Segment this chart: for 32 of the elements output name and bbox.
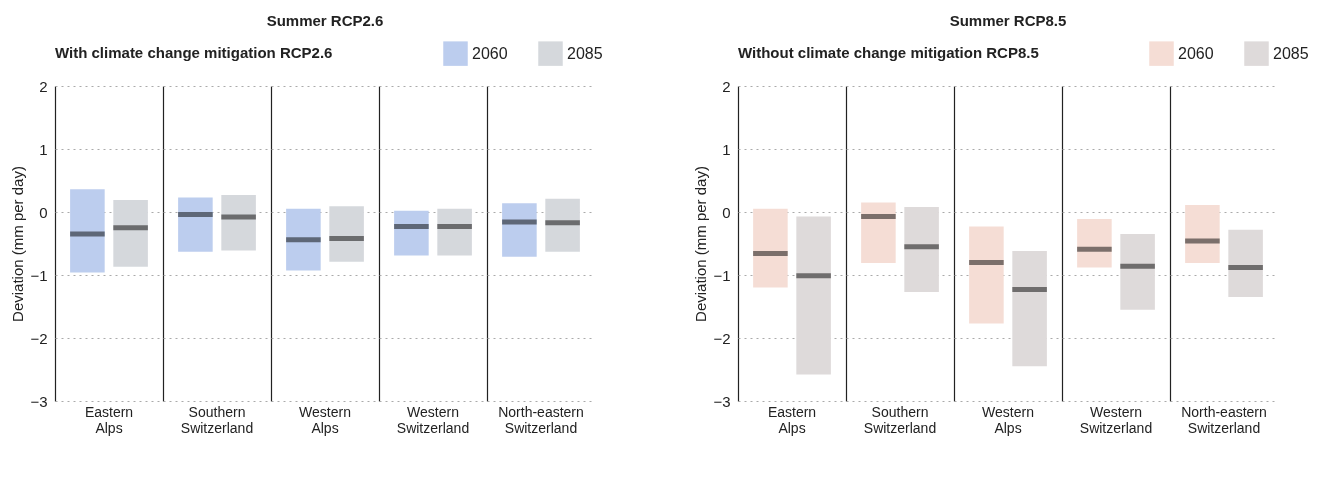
y-tick-label: −3	[713, 392, 731, 410]
x-tick-label: Southern Switzerland	[863, 403, 937, 436]
legend-label: 2060	[472, 44, 508, 62]
y-tick-label: 1	[39, 140, 48, 158]
chart-title: Summer RCP2.6	[266, 12, 384, 29]
legend-label: 2085	[567, 44, 603, 62]
y-tick-label: −2	[30, 329, 48, 347]
legend-title: Without climate change mitigation RCP8.5	[738, 44, 1039, 61]
y-tick-label: 0	[722, 203, 731, 221]
legend-label: 2085	[1273, 44, 1309, 62]
x-tick-label: Western Alps	[982, 403, 1034, 436]
y-tick-label: −3	[30, 392, 48, 410]
x-tick-label: North-eastern Switzerland	[498, 403, 584, 436]
x-tick-label: Western Switzerland	[1079, 403, 1153, 436]
y-axis-title: Deviation (mm per day)	[692, 166, 710, 322]
y-tick-label: −1	[713, 266, 731, 284]
x-tick-label: North-eastern Switzerland	[1181, 403, 1267, 436]
x-tick-label: Eastern Alps	[767, 403, 817, 436]
y-tick-label: 2	[39, 77, 48, 95]
legend-label: 2060	[1178, 44, 1214, 62]
x-tick-label: Western Switzerland	[396, 403, 470, 436]
x-tick-label: Southern Switzerland	[180, 403, 254, 436]
y-tick-label: 0	[39, 203, 48, 221]
x-tick-label: Western Alps	[299, 403, 351, 436]
y-tick-label: 2	[722, 77, 731, 95]
x-tick-label: Eastern Alps	[84, 403, 134, 436]
y-tick-label: −1	[30, 266, 48, 284]
legend-title: With climate change mitigation RCP2.6	[55, 44, 333, 61]
chart-title: Summer RCP8.5	[949, 12, 1067, 29]
y-tick-label: −2	[713, 329, 731, 347]
y-axis-title: Deviation (mm per day)	[9, 166, 27, 322]
y-tick-label: 1	[722, 140, 731, 158]
